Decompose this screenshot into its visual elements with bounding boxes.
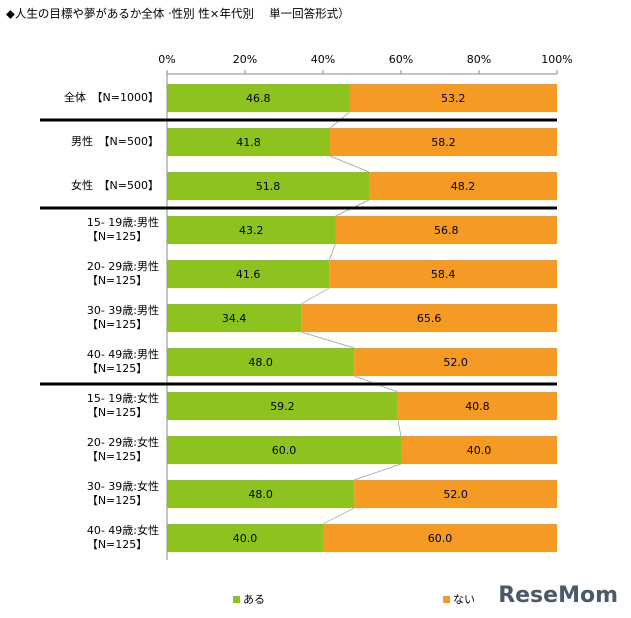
y-tick-label: 女性 【N=500】 [71, 179, 159, 192]
value-label: 34.4 [222, 312, 247, 325]
x-tick-label: 80% [467, 53, 491, 66]
chart-title: ◆人生の目標や夢があるか全体 ·性別 性×年代別 単一回答形式） [6, 7, 350, 21]
value-label: 60.0 [428, 532, 453, 545]
bar-segment [354, 348, 557, 376]
value-label: 59.2 [270, 400, 295, 413]
y-tick-label: 15- 19歳:女性 【N=125】 [86, 392, 159, 419]
legend-swatch [233, 596, 240, 603]
x-tick-label: 20% [233, 53, 257, 66]
value-label: 40.8 [465, 400, 490, 413]
bar-segment [167, 304, 302, 332]
legend-label: ない [453, 593, 475, 606]
connector-line [300, 287, 330, 305]
bar-segment [354, 480, 557, 508]
value-label: 41.6 [236, 268, 261, 281]
value-label: 40.0 [467, 444, 492, 457]
connector-line [322, 507, 355, 525]
value-label: 52.0 [443, 488, 468, 501]
value-label: 65.6 [417, 312, 442, 325]
watermark: ReseMom [498, 583, 618, 608]
value-label: 51.8 [256, 180, 281, 193]
bar-segment [167, 480, 355, 508]
value-label: 41.8 [236, 136, 261, 149]
x-tick-label: 0% [158, 53, 175, 66]
bar-segment [167, 216, 336, 244]
value-label: 53.2 [441, 92, 466, 105]
legend-label: ある [243, 593, 265, 606]
bar-segment [301, 304, 557, 332]
legend-swatch [443, 596, 450, 603]
x-tick-label: 60% [389, 53, 413, 66]
bar-segment [167, 348, 355, 376]
value-label: 48.2 [451, 180, 476, 193]
y-tick-label: 20- 29歳:男性 【N=125】 [86, 260, 159, 287]
bar-segment [330, 128, 557, 156]
bar-segment [329, 260, 557, 288]
value-label: 52.0 [443, 356, 468, 369]
y-tick-label: 40- 49歳:男性 【N=125】 [86, 348, 159, 375]
value-label: 56.8 [434, 224, 459, 237]
bar-segment [167, 436, 401, 464]
value-label: 48.0 [248, 488, 273, 501]
value-label: 46.8 [246, 92, 271, 105]
connector-line [301, 331, 355, 349]
x-tick-label: 100% [541, 53, 572, 66]
y-tick-label: 15- 19歳:男性 【N=125】 [86, 216, 159, 243]
bar-segment [349, 84, 557, 112]
bar-segment [167, 260, 330, 288]
y-tick-label: 40- 49歳:女性 【N=125】 [86, 524, 159, 551]
y-tick-label: 20- 29歳:女性 【N=125】 [86, 436, 159, 463]
value-label: 58.4 [431, 268, 456, 281]
bar-segment [167, 128, 331, 156]
bar-segment [369, 172, 557, 200]
connector-line [329, 155, 370, 173]
connector-line [397, 419, 402, 437]
bar-segment [397, 392, 557, 420]
y-tick-label: 30- 39歳:男性 【N=125】 [86, 304, 159, 331]
value-label: 43.2 [239, 224, 264, 237]
value-label: 40.0 [233, 532, 258, 545]
bar-segment [167, 524, 323, 552]
connector-line [328, 243, 336, 261]
bar-segment [323, 524, 557, 552]
y-tick-label: 男性 【N=500】 [71, 135, 159, 148]
bar-segment [335, 216, 557, 244]
bar-segment [167, 392, 398, 420]
value-label: 48.0 [248, 356, 273, 369]
value-label: 60.0 [272, 444, 297, 457]
connector-line [354, 463, 402, 481]
bar-segment [401, 436, 557, 464]
y-tick-label: 全体 【N=1000】 [64, 91, 159, 104]
bar-segment [167, 172, 370, 200]
bar-segment [167, 84, 350, 112]
x-tick-label: 40% [311, 53, 335, 66]
y-tick-label: 30- 39歳:女性 【N=125】 [86, 480, 159, 507]
value-label: 58.2 [431, 136, 456, 149]
